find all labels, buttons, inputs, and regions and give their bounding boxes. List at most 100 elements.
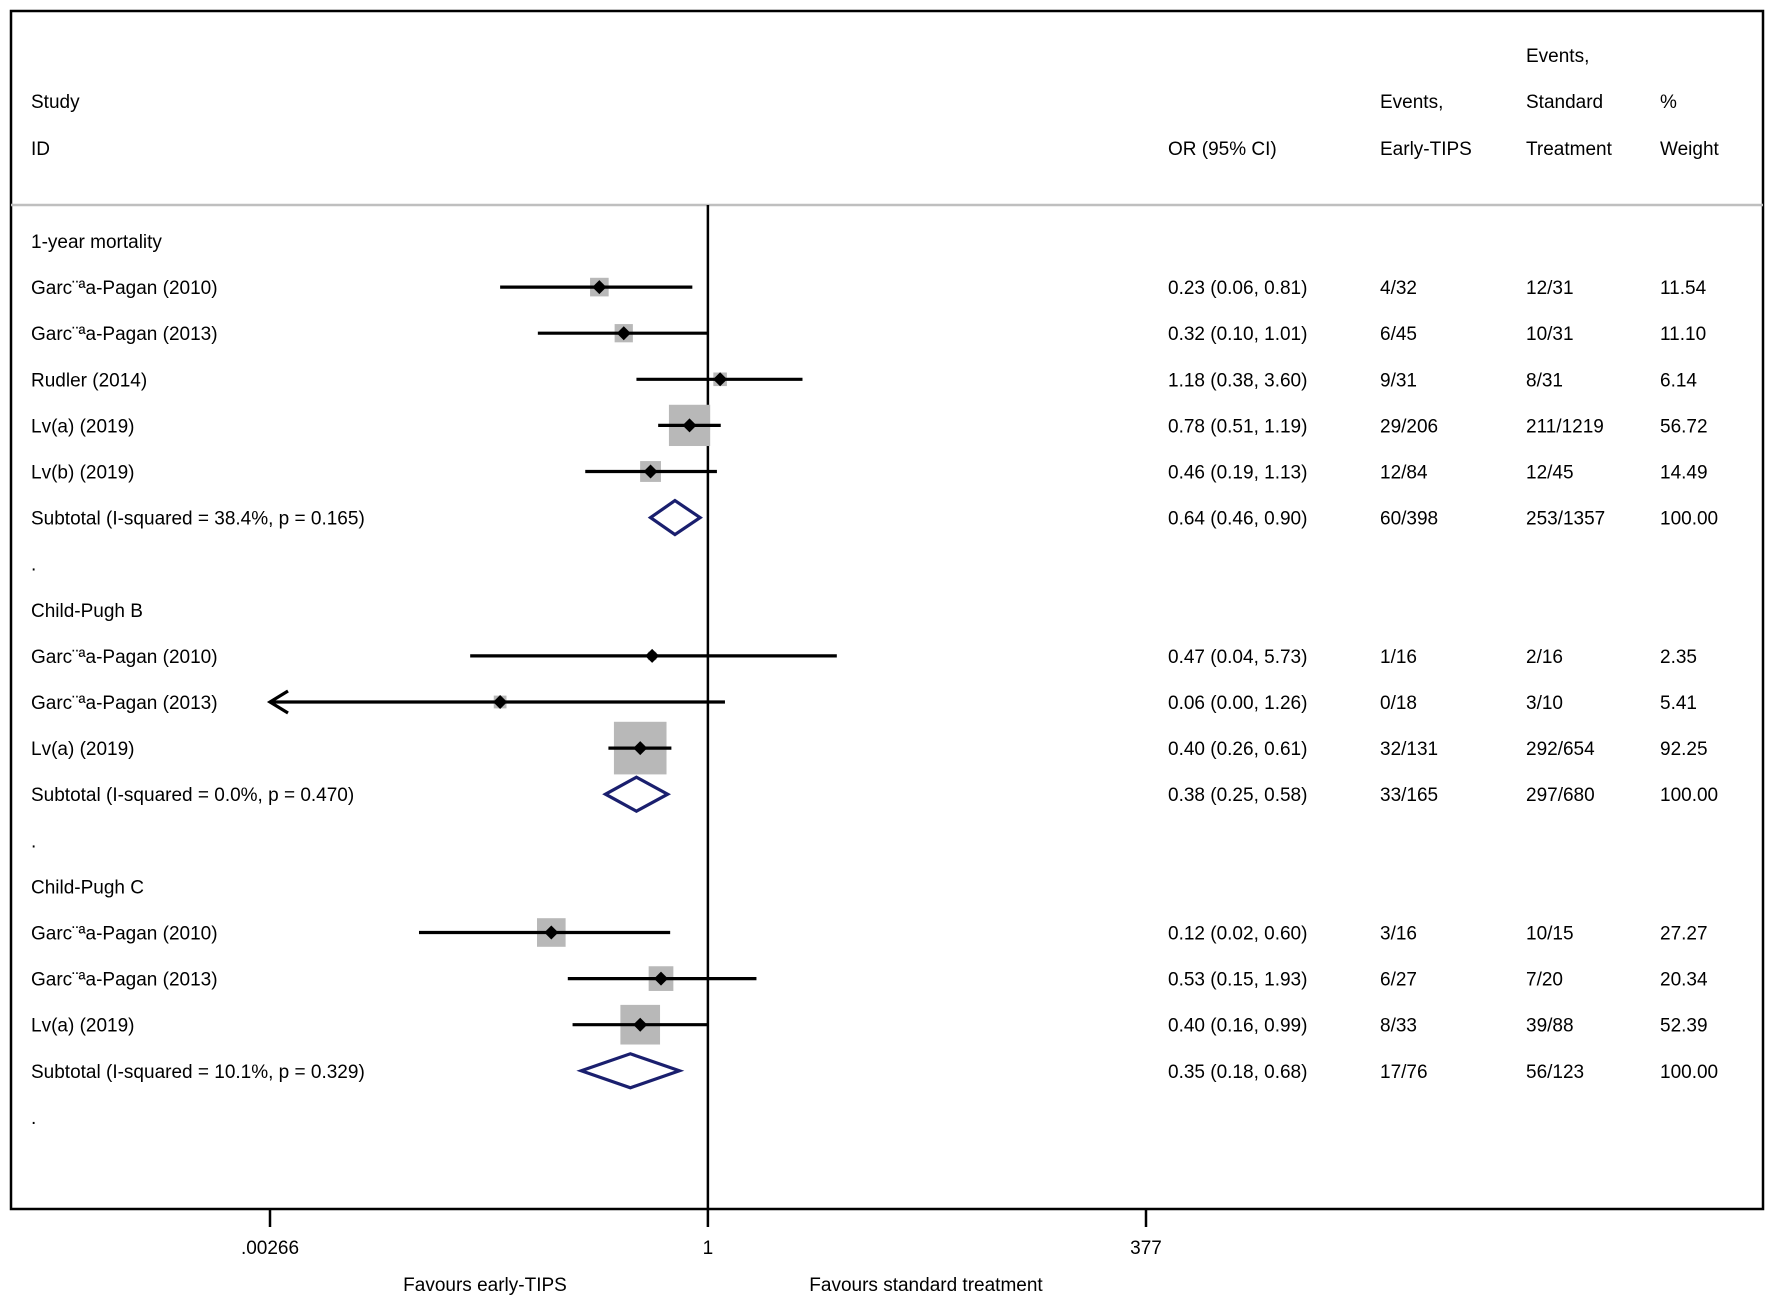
events-standard: 253/1357 (1526, 509, 1605, 530)
weight-value: 27.27 (1660, 924, 1708, 945)
forest-rows: 1-year mortality Garc¨ªa-Pagan (2010) 0.23… (31, 232, 1718, 1129)
pooled-diamond (602, 775, 672, 814)
study-label: Lv(a) (2019) (31, 1016, 135, 1037)
study-label: Garc¨ªa-Pagan (2010) (31, 924, 218, 945)
events-early-tips: 9/31 (1380, 370, 1417, 391)
header-early-events: Events, (1380, 92, 1443, 113)
or-ci-value: 0.64 (0.46, 0.90) (1168, 509, 1307, 530)
group-label: Child-Pugh C (31, 877, 144, 898)
study-label: Lv(b) (2019) (31, 463, 135, 484)
events-early-tips: 6/27 (1380, 970, 1417, 991)
events-early-tips: 6/45 (1380, 324, 1417, 345)
point-estimate (633, 741, 648, 756)
events-standard: 297/680 (1526, 785, 1595, 806)
weight-value: 56.72 (1660, 416, 1708, 437)
events-early-tips: 1/16 (1380, 647, 1417, 668)
point-estimate (682, 418, 697, 433)
favours-early-tips-label: Favours early-TIPS (403, 1275, 567, 1296)
study-label: Lv(a) (2019) (31, 416, 135, 437)
events-standard: 7/20 (1526, 970, 1563, 991)
events-early-tips: 33/165 (1380, 785, 1438, 806)
group-label: 1-year mortality (31, 232, 162, 253)
spacer-dot: . (31, 555, 36, 576)
study-label: Lv(a) (2019) (31, 739, 135, 760)
subtotal-label: Subtotal (I-squared = 38.4%, p = 0.165) (31, 509, 365, 530)
or-ci-value: 0.06 (0.00, 1.26) (1168, 693, 1307, 714)
or-ci-value: 1.18 (0.38, 3.60) (1168, 370, 1307, 391)
or-ci-value: 0.46 (0.19, 1.13) (1168, 463, 1307, 484)
favours-standard-treatment-label: Favours standard treatment (809, 1275, 1043, 1296)
or-ci-value: 0.35 (0.18, 0.68) (1168, 1062, 1307, 1083)
point-estimate (654, 971, 669, 986)
header-weight: Weight (1660, 139, 1720, 160)
x-axis: .00266 1 377 (241, 1209, 1162, 1259)
subtotal-label: Subtotal (I-squared = 0.0%, p = 0.470) (31, 785, 354, 806)
header-weight-pct: % (1660, 92, 1677, 113)
header-std-standard: Standard (1526, 92, 1603, 113)
point-estimate (616, 326, 631, 341)
events-standard: 3/10 (1526, 693, 1563, 714)
events-standard: 292/654 (1526, 739, 1595, 760)
header-std-events: Events, (1526, 46, 1589, 67)
events-standard: 39/88 (1526, 1016, 1574, 1037)
or-ci-value: 0.38 (0.25, 0.58) (1168, 785, 1307, 806)
study-label: Rudler (2014) (31, 370, 147, 391)
spacer-dot: . (31, 1108, 36, 1129)
events-standard: 10/15 (1526, 924, 1574, 945)
pooled-diamond (576, 1052, 685, 1090)
or-ci-value: 0.23 (0.06, 0.81) (1168, 278, 1307, 299)
or-ci-value: 0.47 (0.04, 5.73) (1168, 647, 1307, 668)
weight-value: 6.14 (1660, 370, 1697, 391)
study-label: Garc¨ªa-Pagan (2013) (31, 324, 218, 345)
events-early-tips: 8/33 (1380, 1016, 1417, 1037)
point-estimate (493, 695, 508, 709)
point-estimate (592, 280, 607, 295)
plot-frame (9, 9, 1765, 1211)
or-ci-value: 0.40 (0.16, 0.99) (1168, 1016, 1307, 1037)
point-estimate (713, 372, 728, 387)
events-early-tips: 32/131 (1380, 739, 1438, 760)
x-tick-label: 377 (1130, 1238, 1162, 1259)
header-early-tips: Early-TIPS (1380, 139, 1472, 160)
weight-value: 52.39 (1660, 1016, 1708, 1037)
events-early-tips: 29/206 (1380, 416, 1438, 437)
events-early-tips: 0/18 (1380, 693, 1417, 714)
study-label: Garc¨ªa-Pagan (2010) (31, 278, 218, 299)
study-label: Garc¨ªa-Pagan (2013) (31, 693, 218, 714)
events-early-tips: 17/76 (1380, 1062, 1428, 1083)
events-standard: 2/16 (1526, 647, 1563, 668)
header-or: OR (95% CI) (1168, 139, 1277, 160)
events-standard: 12/31 (1526, 278, 1574, 299)
weight-value: 5.41 (1660, 693, 1697, 714)
events-standard: 10/31 (1526, 324, 1574, 345)
events-early-tips: 12/84 (1380, 463, 1428, 484)
weight-value: 100.00 (1660, 1062, 1718, 1083)
or-ci-value: 0.12 (0.02, 0.60) (1168, 924, 1307, 945)
events-standard: 56/123 (1526, 1062, 1584, 1083)
weight-value: 92.25 (1660, 739, 1708, 760)
or-ci-value: 0.78 (0.51, 1.19) (1168, 416, 1307, 437)
events-standard: 12/45 (1526, 463, 1574, 484)
header-study: Study (31, 92, 80, 113)
pooled-diamond (647, 498, 703, 537)
subtotal-label: Subtotal (I-squared = 10.1%, p = 0.329) (31, 1062, 365, 1083)
or-ci-value: 0.40 (0.26, 0.61) (1168, 739, 1307, 760)
weight-value: 100.00 (1660, 785, 1718, 806)
study-label: Garc¨ªa-Pagan (2013) (31, 970, 218, 991)
weight-value: 11.54 (1660, 278, 1707, 299)
events-early-tips: 60/398 (1380, 509, 1438, 530)
ci-arrow-left (266, 689, 289, 715)
or-ci-value: 0.32 (0.10, 1.01) (1168, 324, 1307, 345)
events-standard: 211/1219 (1526, 416, 1604, 437)
weight-value: 2.35 (1660, 647, 1697, 668)
weight-value: 14.49 (1660, 463, 1708, 484)
weight-value: 20.34 (1660, 970, 1708, 991)
x-tick-label: 1 (703, 1238, 714, 1259)
events-standard: 8/31 (1526, 370, 1563, 391)
point-estimate (544, 925, 559, 940)
or-ci-value: 0.53 (0.15, 1.93) (1168, 970, 1307, 991)
point-estimate (643, 464, 658, 479)
events-early-tips: 4/32 (1380, 278, 1417, 299)
weight-value: 11.10 (1660, 324, 1706, 345)
